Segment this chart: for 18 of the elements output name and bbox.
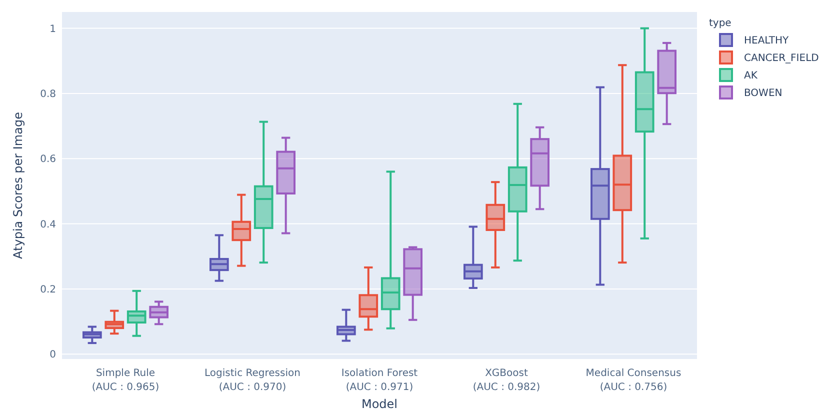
legend-title: type: [709, 18, 732, 29]
x-tick-label: Isolation Forest (AUC : 0.971): [341, 368, 418, 393]
legend-label: CANCER_FIELD: [744, 53, 820, 64]
y-axis-title: Atypia Scores per Image: [11, 112, 25, 259]
x-axis-title: Model: [361, 397, 398, 411]
legend-label: BOWEN: [744, 88, 782, 99]
x-tick-label: Logistic Regression (AUC : 0.970): [204, 368, 300, 393]
legend-label: HEALTHY: [744, 36, 790, 46]
y-tick-label: 0.6: [40, 154, 56, 166]
legend-label: AK: [744, 70, 758, 82]
y-tick-label: 0.2: [40, 284, 56, 296]
x-tick-label: Simple Rule (AUC : 0.965): [92, 368, 160, 393]
y-tick-label: 0.4: [40, 219, 56, 230]
y-tick-label: 0.8: [40, 88, 56, 100]
x-tick-label: Medical Consensus (AUC : 0.756): [586, 368, 682, 393]
y-tick-label: 0: [50, 350, 56, 361]
x-tick-label: XGBoost (AUC : 0.982): [472, 368, 540, 393]
y-tick-label: 1: [50, 24, 56, 35]
